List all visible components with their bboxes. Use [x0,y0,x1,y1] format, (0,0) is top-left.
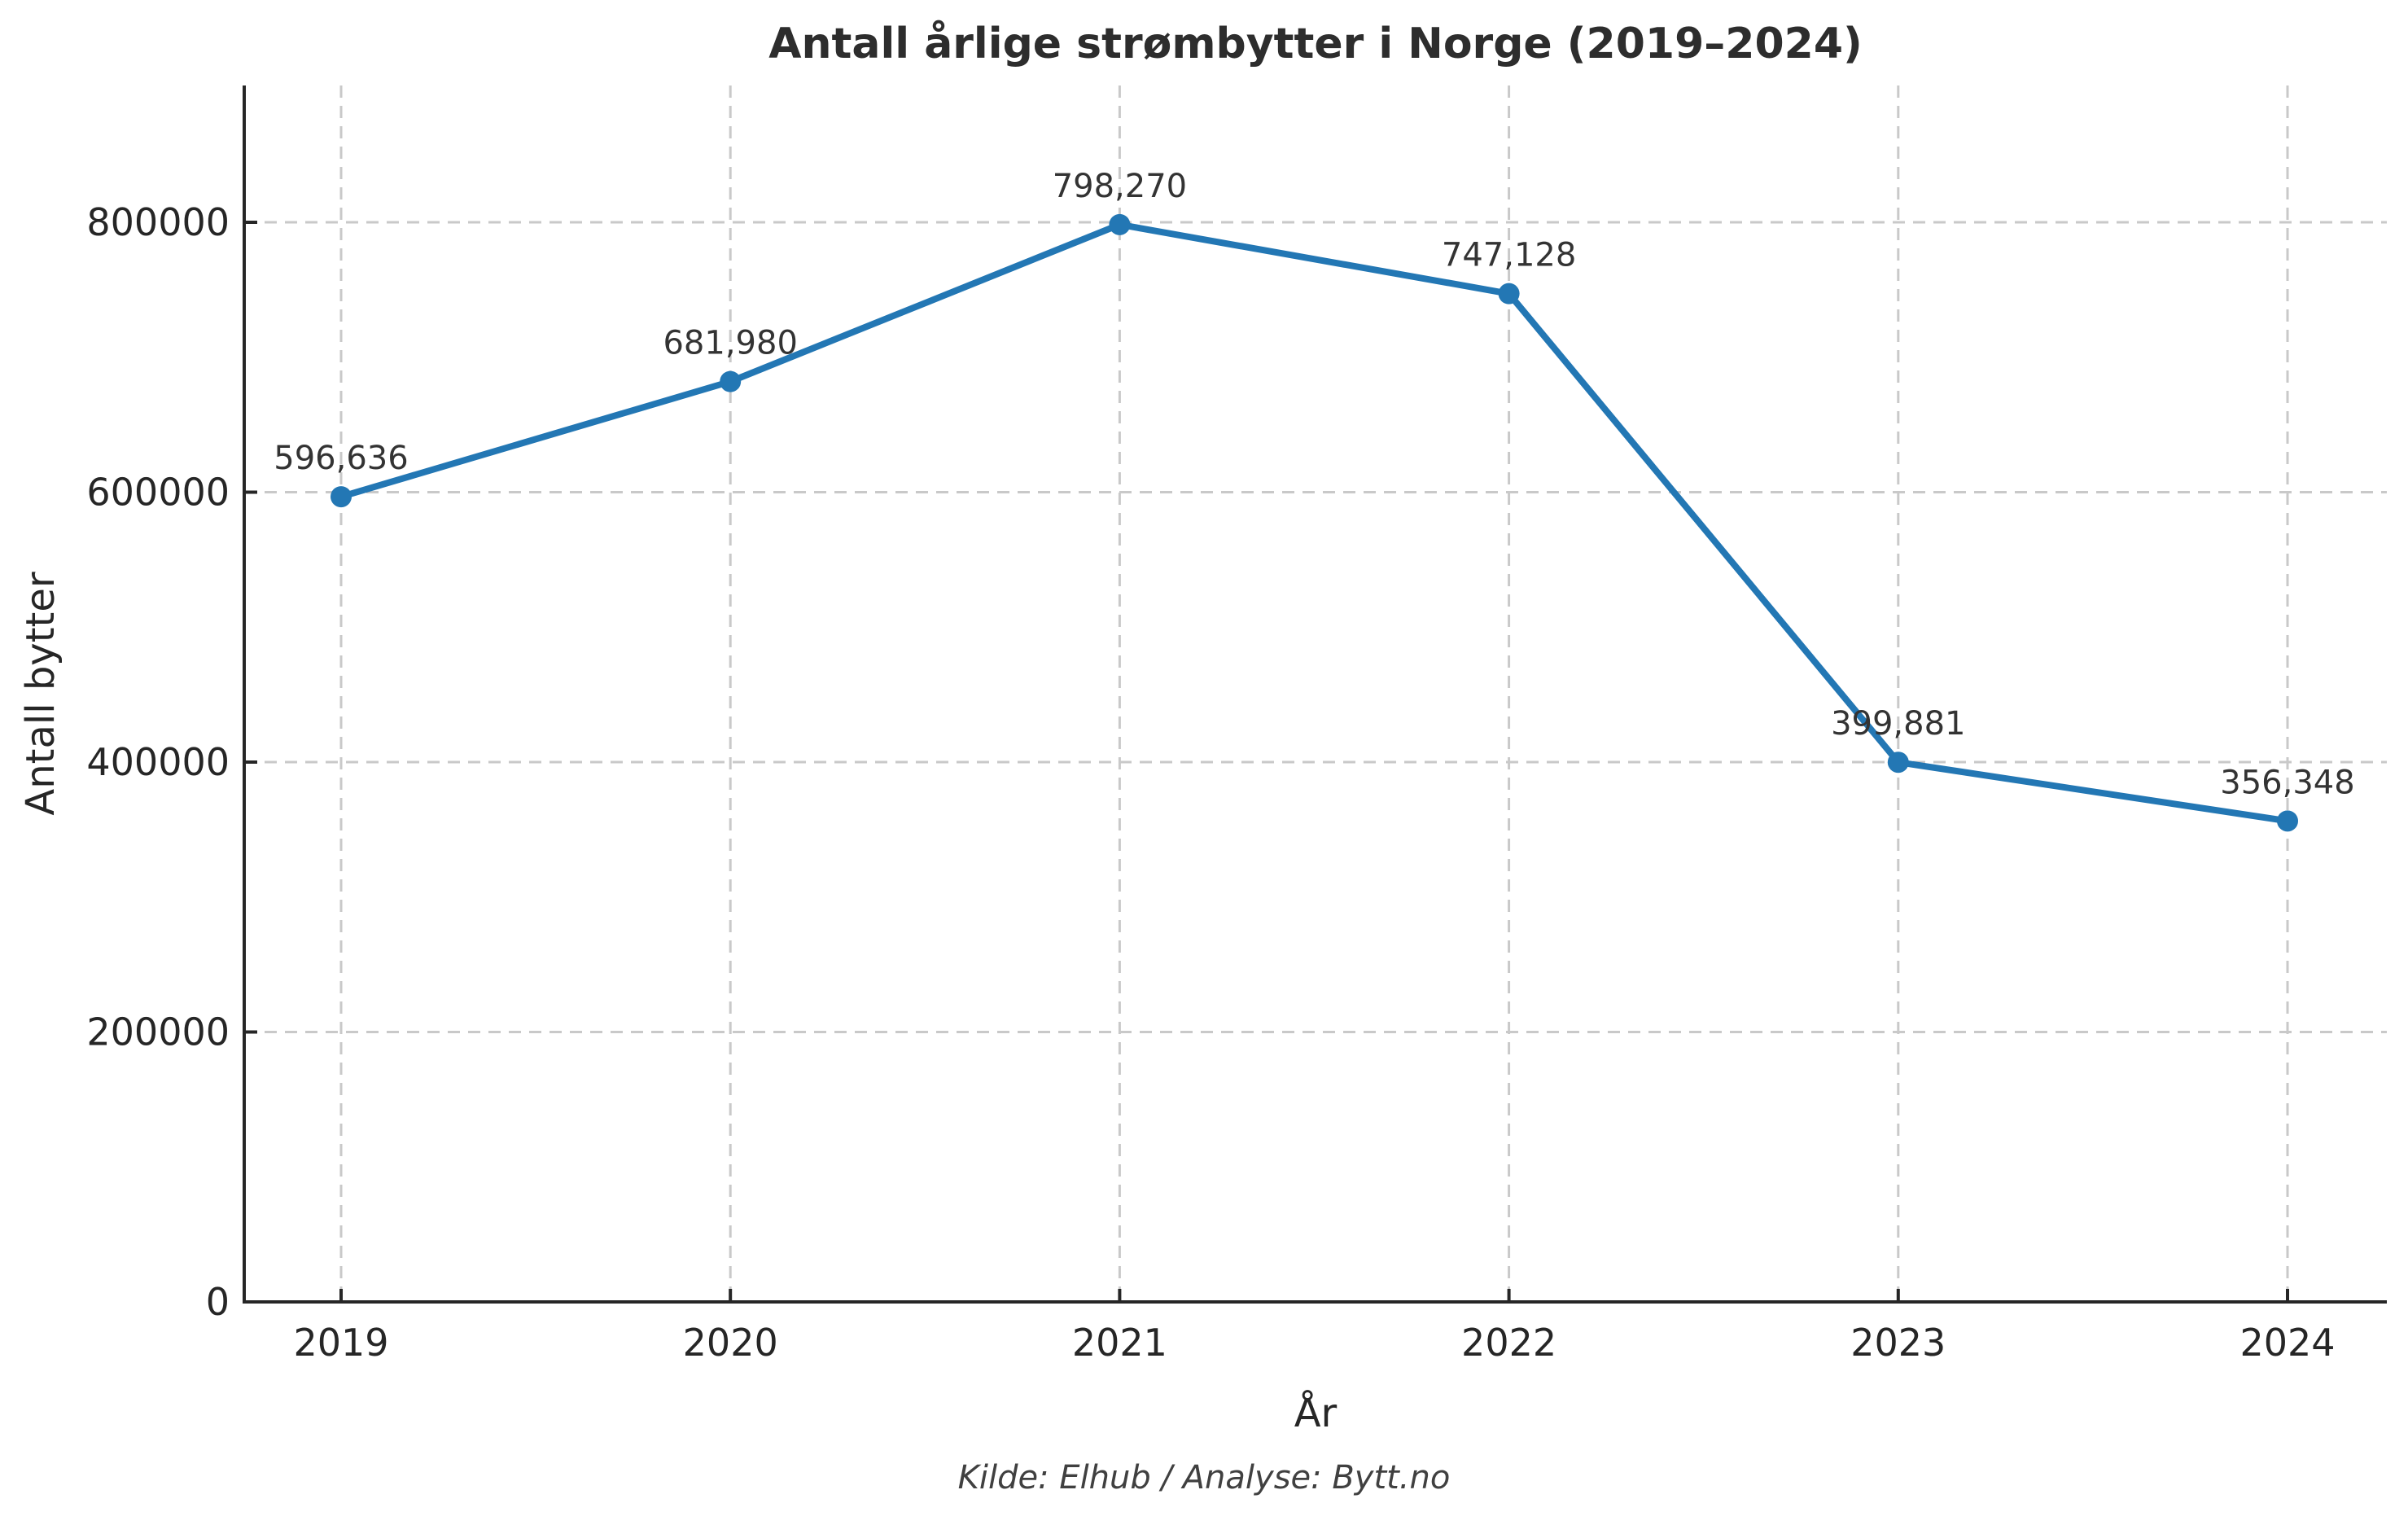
x-axis-label: År [1294,1391,1338,1436]
data-point-2024 [2277,810,2298,832]
data-line [338,221,2291,825]
x-tick-label-2023: 2023 [1850,1321,1946,1365]
data-point-2022 [1498,283,1520,305]
y-tick-label-0: 0 [206,1280,230,1324]
chart-title: Antall årlige strømbytter i Norge (2019–… [768,20,1863,68]
x-tick-label-2024: 2024 [2239,1321,2335,1365]
x-tick-label-2020: 2020 [683,1321,778,1365]
data-point-label-2024: 356,348 [2220,764,2354,801]
data-point-2021 [1109,213,1131,235]
source-note: Kilde: Elhub / Analyse: Bytt.no [957,1459,1451,1497]
x-tick-label-2022: 2022 [1461,1321,1556,1365]
data-point-2019 [331,486,352,508]
data-point-2020 [720,370,742,392]
x-tick-label-2021: 2021 [1072,1321,1167,1365]
y-tick-label-600000: 600000 [86,471,230,515]
data-point-label-2020: 681,980 [663,325,797,362]
y-tick-label-400000: 400000 [86,740,230,784]
data-point-label-2022: 747,128 [1442,237,1576,274]
x-tick-label-2019: 2019 [293,1321,388,1365]
y-tick-label-200000: 200000 [86,1010,230,1054]
data-point-label-2023: 399,881 [1831,705,1965,743]
y-tick-label-800000: 800000 [86,200,230,244]
data-point-label-2021: 798,270 [1053,168,1187,205]
data-point-2023 [1887,752,1909,773]
data-point-label-2019: 596,636 [274,440,408,477]
